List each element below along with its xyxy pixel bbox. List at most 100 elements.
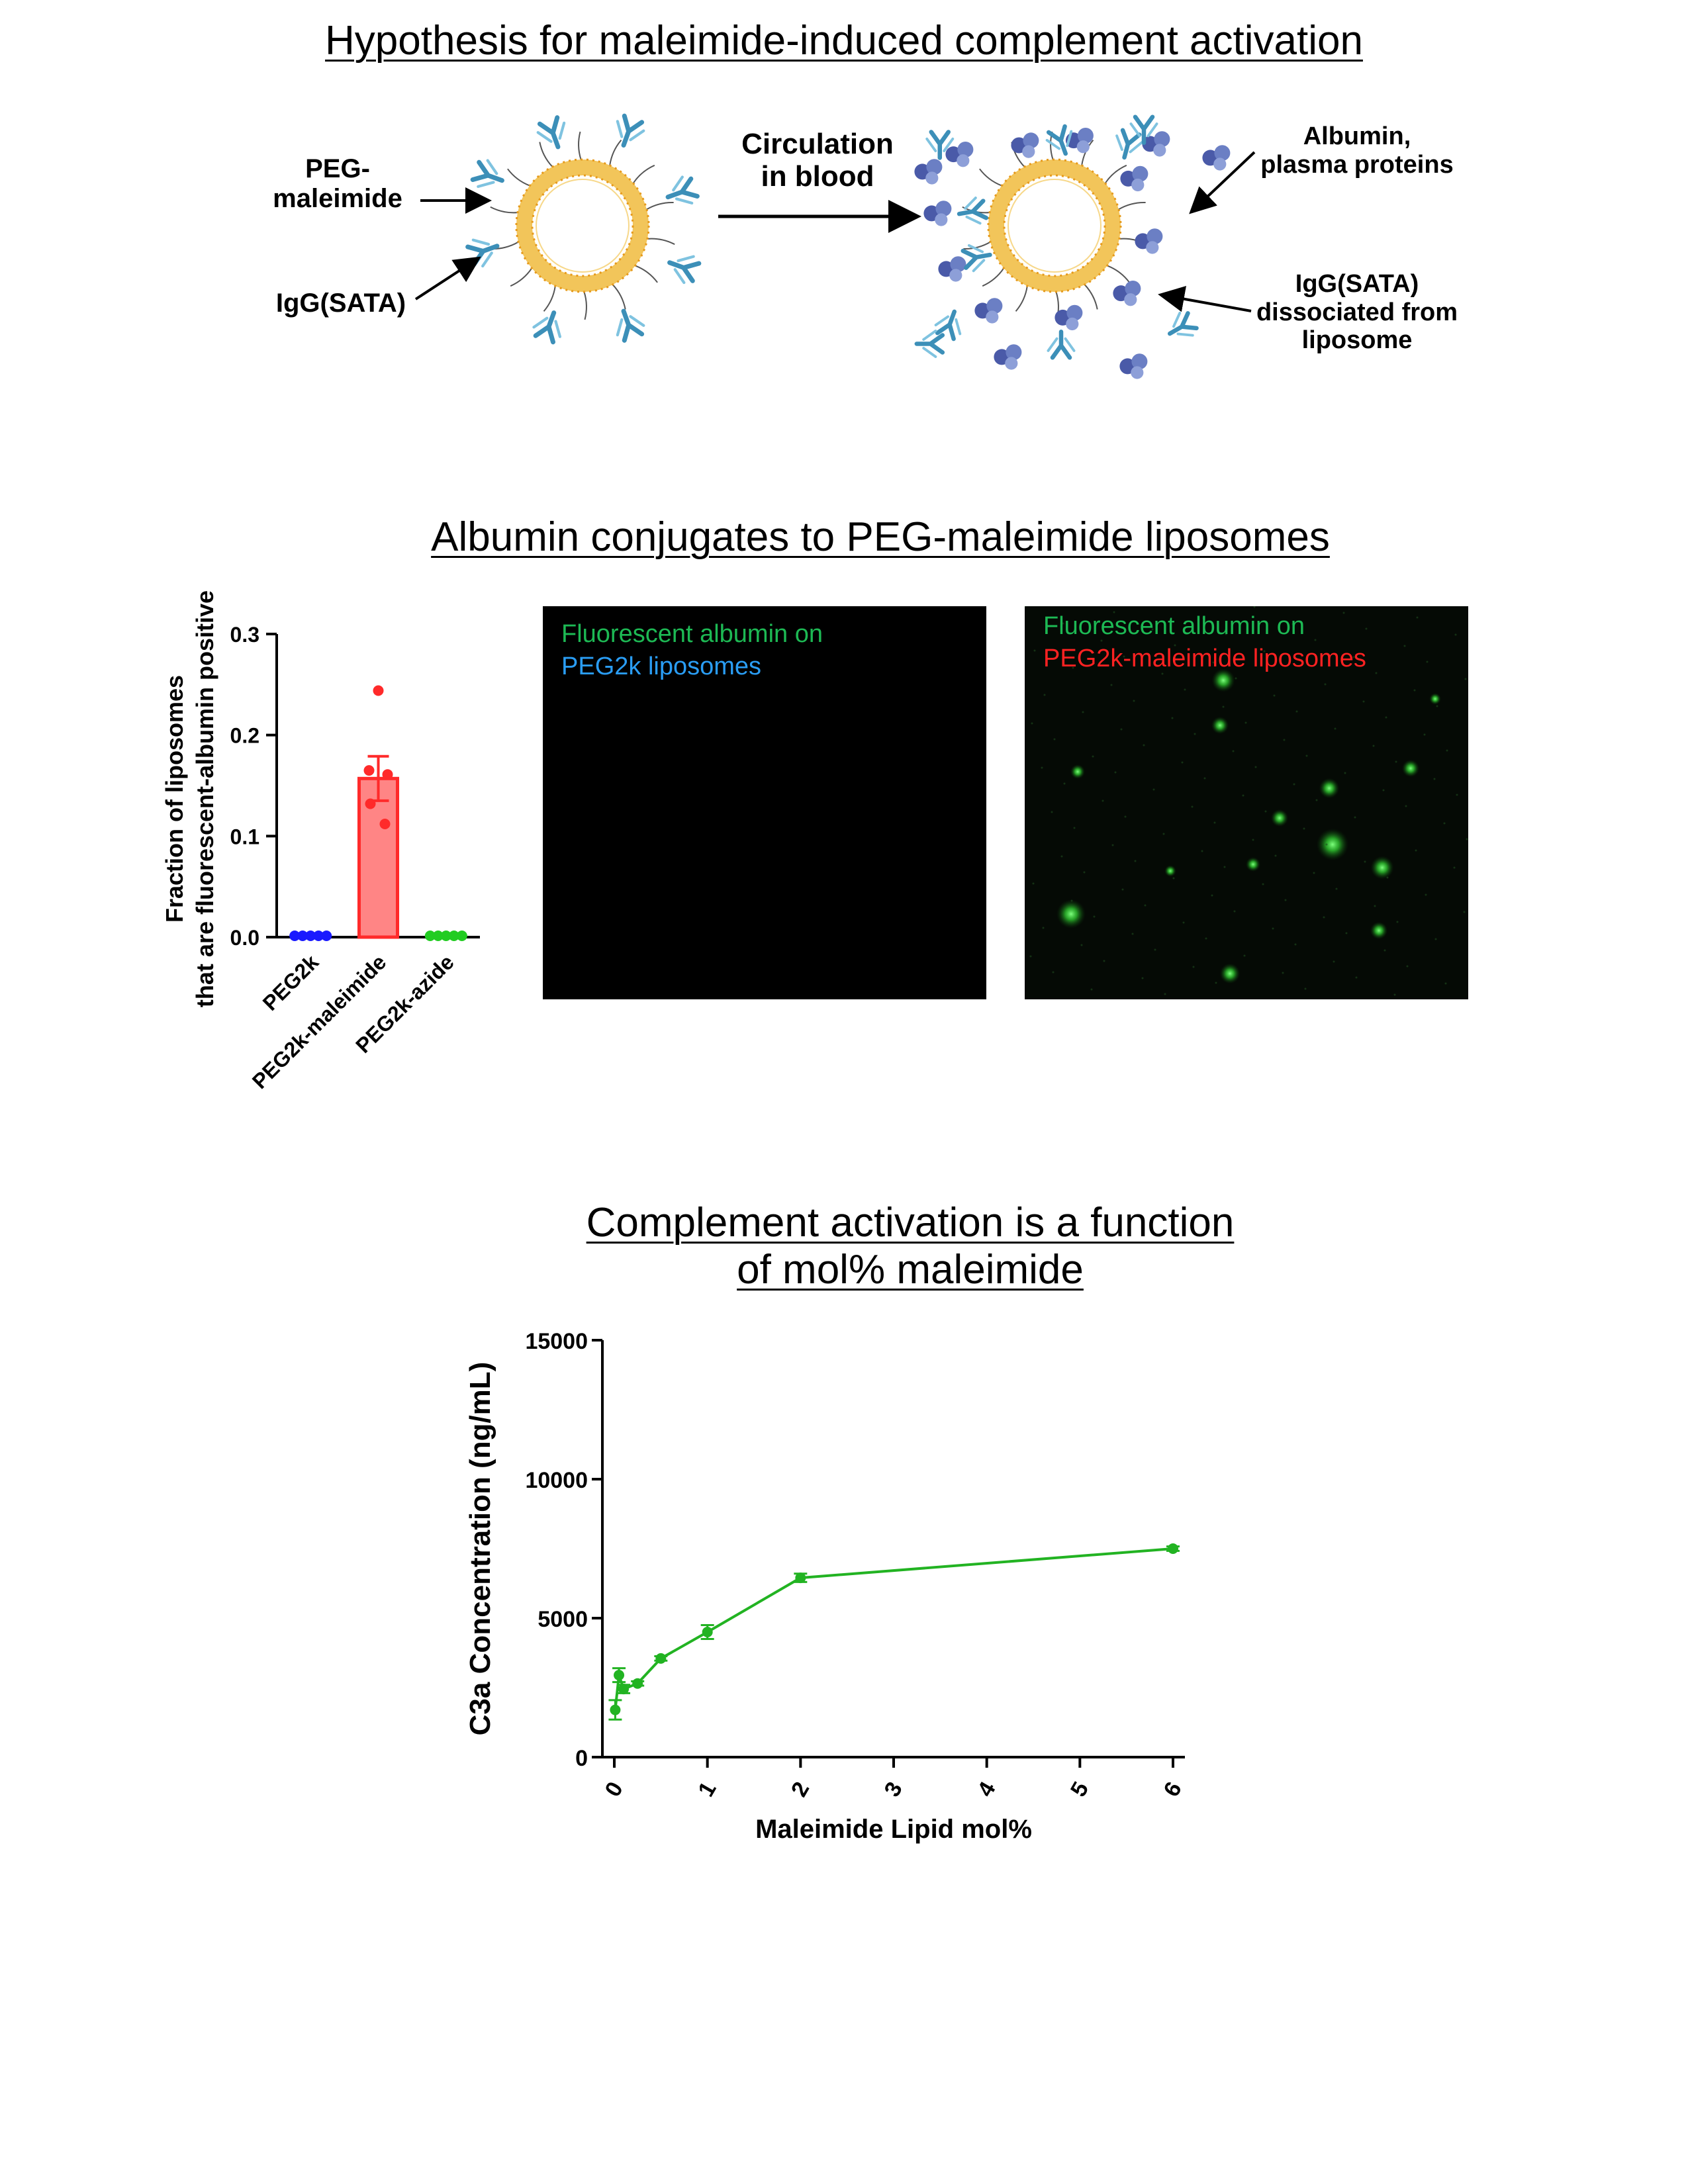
background-noise xyxy=(1403,645,1406,647)
line-y-tick-label: 15000 xyxy=(525,1329,588,1354)
background-noise xyxy=(1385,716,1387,719)
background-noise xyxy=(1284,899,1287,901)
albumin-protein-icon xyxy=(1135,228,1163,254)
complement-title: Complement activation is a function of m… xyxy=(0,1199,1688,1294)
background-noise xyxy=(1272,927,1274,930)
background-noise xyxy=(1253,606,1256,608)
bar-y-axis-label-line: Fraction of liposomes xyxy=(161,675,188,923)
background-noise xyxy=(1355,976,1358,979)
antibody-icon xyxy=(536,115,566,150)
line-x-axis-label: Maleimide Lipid mol% xyxy=(755,1815,1032,1844)
background-noise xyxy=(1344,772,1346,774)
background-noise xyxy=(1323,916,1325,919)
background-noise xyxy=(1083,871,1086,874)
igg-arrow xyxy=(414,256,481,300)
background-noise xyxy=(1454,633,1457,636)
line-x-tick-label: 1 xyxy=(693,1778,721,1801)
fluorescent-spot xyxy=(1056,899,1086,929)
background-noise xyxy=(1335,887,1338,890)
albumin-bar-chart: 0.0 0.1 0.2 0.3 Fraction of liposomes that ar… xyxy=(161,590,480,1093)
background-noise xyxy=(1444,982,1447,985)
igg-dissociated-label: IgG(SATA) dissociated from liposome xyxy=(1256,270,1458,355)
albumin-protein-icon xyxy=(1113,280,1141,306)
background-noise xyxy=(1151,628,1154,631)
bar-data-point xyxy=(297,931,308,941)
background-noise xyxy=(1152,788,1155,791)
background-noise xyxy=(1205,937,1207,940)
background-noise xyxy=(1134,860,1137,862)
background-noise xyxy=(1164,993,1166,995)
background-noise xyxy=(1334,727,1336,730)
background-noise xyxy=(1100,639,1103,642)
bar-data-point xyxy=(456,931,467,941)
background-noise xyxy=(1242,794,1244,797)
background-noise xyxy=(1090,988,1093,991)
peg-maleimide-label: PEG- maleimide xyxy=(273,154,402,213)
bar-data-point xyxy=(440,931,451,941)
background-noise xyxy=(1283,739,1286,741)
albumin-title: Albumin conjugates to PEG-maleimide lipo… xyxy=(431,514,1330,560)
albumin-arrow xyxy=(1189,151,1256,214)
background-noise xyxy=(1453,866,1456,869)
background-noise xyxy=(1143,744,1145,747)
antibody-icon xyxy=(532,310,562,345)
c3a-data-point xyxy=(702,1627,713,1637)
background-noise xyxy=(1161,672,1164,675)
albumin-protein-icon xyxy=(1202,145,1231,171)
background-noise xyxy=(1042,927,1045,929)
background-noise xyxy=(1395,760,1397,763)
background-noise xyxy=(1113,611,1115,614)
background-noise xyxy=(1041,766,1043,769)
background-noise xyxy=(1406,965,1409,968)
background-noise xyxy=(1466,838,1468,841)
hypothesis-diagram xyxy=(414,113,1256,379)
background-noise xyxy=(1194,733,1196,735)
hypothesis-title: Hypothesis for maleimide-induced complem… xyxy=(325,18,1363,64)
antibody-icon xyxy=(665,175,700,205)
background-noise xyxy=(1383,949,1386,952)
background-noise xyxy=(1434,938,1437,940)
background-noise xyxy=(1162,833,1165,835)
background-noise xyxy=(1110,684,1113,686)
line-x-tick-label: 6 xyxy=(1159,1778,1187,1801)
albumin-protein-icon xyxy=(994,344,1022,370)
background-noise xyxy=(1354,816,1356,819)
antibody-icon xyxy=(1167,311,1199,337)
background-noise xyxy=(1463,911,1466,913)
bar-data-point xyxy=(363,765,375,776)
micrograph-peg2k-caption: Fluorescent albumin on PEG2k liposomes xyxy=(561,618,823,684)
bar-y-axis-label: Fraction of liposomes that are fluorescen… xyxy=(161,590,218,1007)
background-noise xyxy=(1031,722,1033,725)
background-noise xyxy=(1315,799,1318,801)
bar-y-tick-label: 0.2 xyxy=(230,724,259,748)
line-x-tick-label: 4 xyxy=(972,1778,1000,1801)
fluorescent-spot xyxy=(1316,828,1349,861)
background-noise xyxy=(1060,855,1063,858)
bar-data-point xyxy=(382,769,393,780)
background-noise xyxy=(1072,666,1074,669)
background-noise xyxy=(1325,843,1328,846)
background-noise xyxy=(1184,688,1186,691)
fluorescent-spot xyxy=(1211,716,1229,735)
fluorescent-spot xyxy=(1319,778,1340,799)
background-noise xyxy=(1243,954,1246,957)
background-noise xyxy=(1426,660,1429,663)
albumin-protein-icon xyxy=(914,159,943,185)
background-noise xyxy=(1352,656,1355,659)
albumin-protein-icon xyxy=(974,298,1003,324)
background-noise xyxy=(1244,721,1247,724)
background-noise xyxy=(1333,960,1335,963)
bar-data-point xyxy=(373,685,384,696)
background-noise xyxy=(1254,766,1257,768)
background-noise xyxy=(1456,794,1458,796)
micrograph-peg2k: Fluorescent albumin on PEG2k liposomes xyxy=(543,606,986,999)
background-noise xyxy=(1131,933,1134,935)
albumin-protein-icon xyxy=(938,256,966,282)
background-noise xyxy=(1233,910,1236,913)
background-noise xyxy=(1264,810,1267,813)
background-noise xyxy=(1225,633,1227,635)
background-noise xyxy=(1123,655,1125,658)
background-noise xyxy=(1053,738,1056,741)
background-noise xyxy=(1304,987,1307,990)
background-noise xyxy=(1213,821,1216,824)
